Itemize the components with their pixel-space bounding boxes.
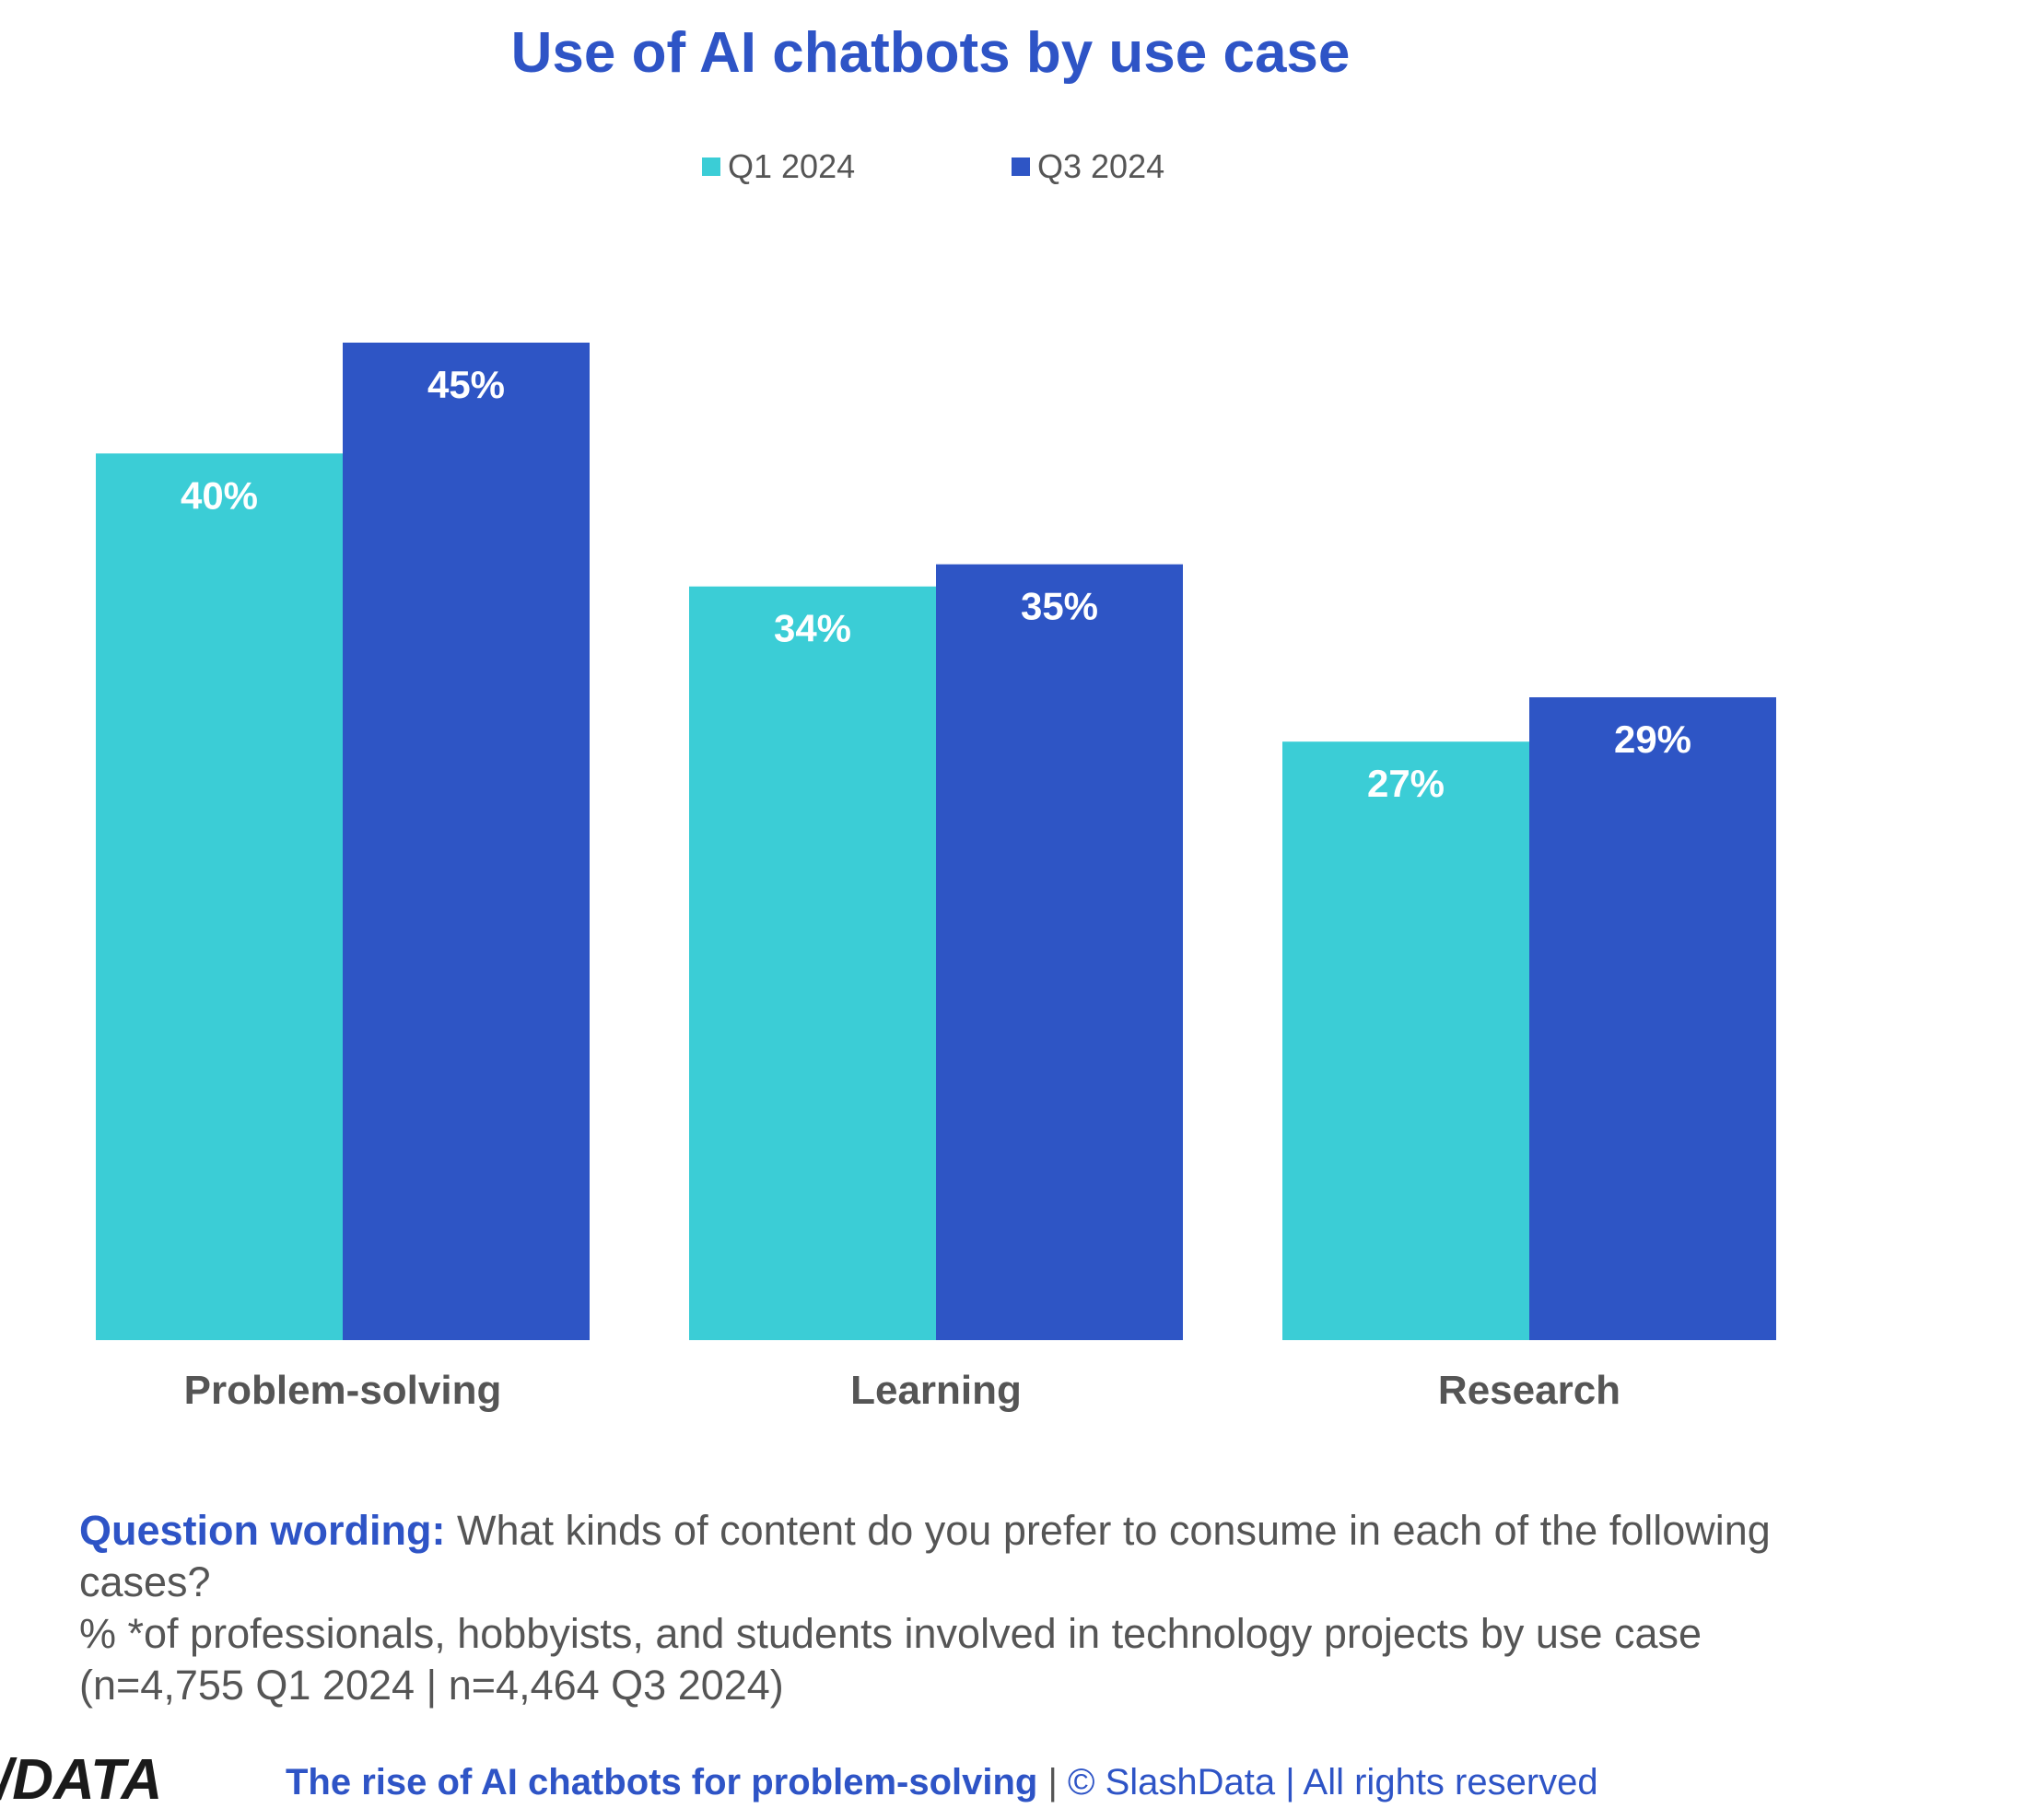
legend-item-q3-2024: Q3 2024: [1012, 147, 1164, 186]
category-label: Learning: [850, 1368, 1022, 1413]
legend-swatch-q3-2024: [1012, 158, 1030, 176]
chart-legend: Q1 2024 Q3 2024: [0, 147, 2024, 193]
category-label: Problem-solving: [184, 1368, 502, 1413]
bar-problem-solving-q1-2024: [96, 453, 343, 1340]
bar-chart: 40% 45% Problem-solving 34% 35% Learning 27% 29…: [96, 343, 1776, 1413]
slashdata-logo: /DATA: [0, 1748, 162, 1810]
footer: The rise of AI chatbots for problem-solv…: [286, 1762, 1598, 1803]
chart-title: Use of AI chatbots by use case: [510, 21, 1351, 85]
category-label: Research: [1438, 1368, 1620, 1413]
data-label: 27%: [1367, 762, 1445, 805]
data-label: 40%: [181, 473, 258, 517]
legend-swatch-q1-2024: [702, 158, 720, 176]
footnote: Question wording: What kinds of content …: [79, 1505, 1811, 1711]
footer-copyright: © SlashData | All rights reserved: [1068, 1762, 1598, 1802]
data-label: 34%: [774, 607, 851, 650]
bar-research-q3-2024: [1529, 697, 1776, 1340]
data-label: 29%: [1614, 718, 1691, 761]
bar-problem-solving-q3-2024: [343, 343, 590, 1340]
data-label: 35%: [1021, 585, 1098, 628]
footer-report-title: The rise of AI chatbots for problem-solv…: [286, 1762, 1038, 1802]
logo-text: /DATA: [0, 1748, 162, 1810]
legend-item-q1-2024: Q1 2024: [702, 147, 855, 186]
bar-learning-q1-2024: [689, 586, 936, 1340]
data-label: 45%: [427, 363, 505, 406]
bar-learning-q3-2024: [936, 564, 1183, 1340]
footnote-detail: % *of professionals, hobbyists, and stud…: [79, 1610, 1702, 1709]
legend-label-q1-2024: Q1 2024: [728, 147, 856, 185]
footer-separator: |: [1037, 1762, 1068, 1802]
footnote-question-label: Question wording:: [79, 1507, 446, 1554]
legend-label-q3-2024: Q3 2024: [1037, 147, 1165, 185]
bar-research-q1-2024: [1282, 741, 1529, 1340]
footnote-question-text: What kinds of content do you prefer to c…: [79, 1507, 1771, 1605]
